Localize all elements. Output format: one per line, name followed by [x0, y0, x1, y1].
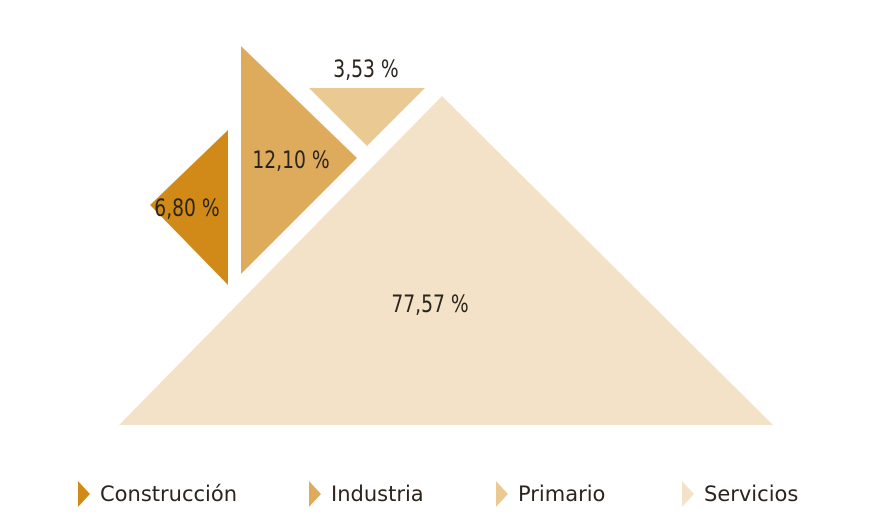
legend-label-industria: Industria	[331, 482, 424, 506]
value-label-construccion: 6,80 %	[154, 195, 219, 223]
segment-industria	[241, 46, 357, 274]
value-label-primario: 3,53 %	[333, 56, 398, 84]
pyramid-chart: 6,80 % 12,10 % 3,53 % 77,57 %	[119, 46, 773, 425]
legend-swatch-servicios	[682, 481, 694, 507]
legend-label-primario: Primario	[518, 482, 606, 506]
legend: Construcción Industria Primario Servicio…	[0, 474, 888, 514]
legend-label-construccion: Construcción	[100, 482, 238, 506]
legend-swatch-primario	[496, 481, 508, 507]
legend-label-servicios: Servicios	[704, 482, 799, 506]
segment-construccion	[150, 130, 228, 285]
chart-value-labels: 6,80 % 12,10 % 3,53 % 77,57 %	[154, 56, 468, 319]
legend-swatch-industria	[309, 481, 321, 507]
segment-primario	[309, 88, 425, 146]
legend-item-primario: Primario	[496, 474, 605, 514]
legend-item-industria: Industria	[309, 474, 424, 514]
legend-item-construccion: Construcción	[78, 474, 237, 514]
legend-swatch-construccion	[78, 481, 90, 507]
segment-servicios	[119, 96, 773, 425]
value-label-industria: 12,10 %	[252, 147, 329, 175]
value-label-servicios: 77,57 %	[391, 291, 468, 319]
legend-item-servicios: Servicios	[682, 474, 798, 514]
chart-shapes	[119, 46, 773, 425]
